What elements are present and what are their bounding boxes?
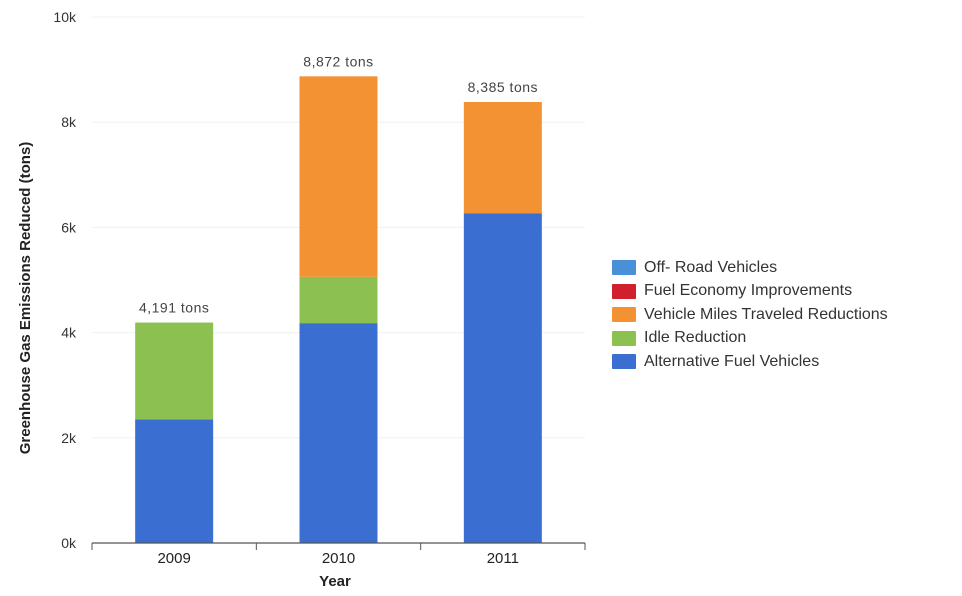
x-tick-label: 2010 [322,550,355,567]
legend-label: Fuel Economy Improvements [644,282,853,300]
bar-alternative-fuel-vehicles-2010 [299,323,378,543]
bars [135,76,542,543]
legend-label: Vehicle Miles Traveled Reductions [644,305,888,323]
legend-item: Off- Road Vehicles [612,256,888,280]
legend-item: Vehicle Miles Traveled Reductions [612,303,888,327]
y-tick-label: 4k [61,325,77,341]
x-axis: 2009 2010 2011 [91,542,586,567]
legend-swatch [612,330,636,346]
x-tick-label: 2011 [487,550,519,567]
total-labels: 4,191 tons 8,872 tons 8,385 tons [139,53,538,315]
y-tick-label: 8k [61,114,77,130]
y-axis: 0k 2k 4k 6k 8k 10k [53,9,77,551]
bar-idle-reduction-2009 [135,322,214,420]
legend-swatch [612,307,636,323]
total-label: 8,385 tons [468,79,538,95]
legend-label: Alternative Fuel Vehicles [644,352,820,370]
bar-alternative-fuel-vehicles-2009 [135,419,214,543]
legend-item: Fuel Economy Improvements [612,280,888,304]
legend-item: Idle Reduction [612,327,888,351]
bar-alternative-fuel-vehicles-2011 [463,213,542,543]
y-tick-label: 10k [53,9,77,25]
legend: Off- Road Vehicles Fuel Economy Improveme… [612,256,888,374]
x-axis-title: Year [319,573,351,590]
total-label: 8,872 tons [303,53,373,69]
x-tick-label: 2009 [157,550,190,567]
bar-vehicle-miles-traveled-reductions-2011 [463,101,542,214]
y-tick-label: 0k [61,535,77,551]
y-axis-title: Greenhouse Gas Emissions Reduced (tons) [17,142,34,455]
bar-idle-reduction-2010 [299,276,378,324]
legend-item: Alternative Fuel Vehicles [612,350,888,374]
legend-label: Idle Reduction [644,329,747,347]
bar-vehicle-miles-traveled-reductions-2010 [299,76,378,277]
y-tick-label: 6k [61,219,77,235]
y-tick-label: 2k [61,430,77,446]
legend-swatch [612,283,636,299]
legend-label: Off- Road Vehicles [644,258,778,276]
total-label: 4,191 tons [139,300,209,316]
legend-swatch [612,354,636,370]
legend-swatch [612,260,636,276]
